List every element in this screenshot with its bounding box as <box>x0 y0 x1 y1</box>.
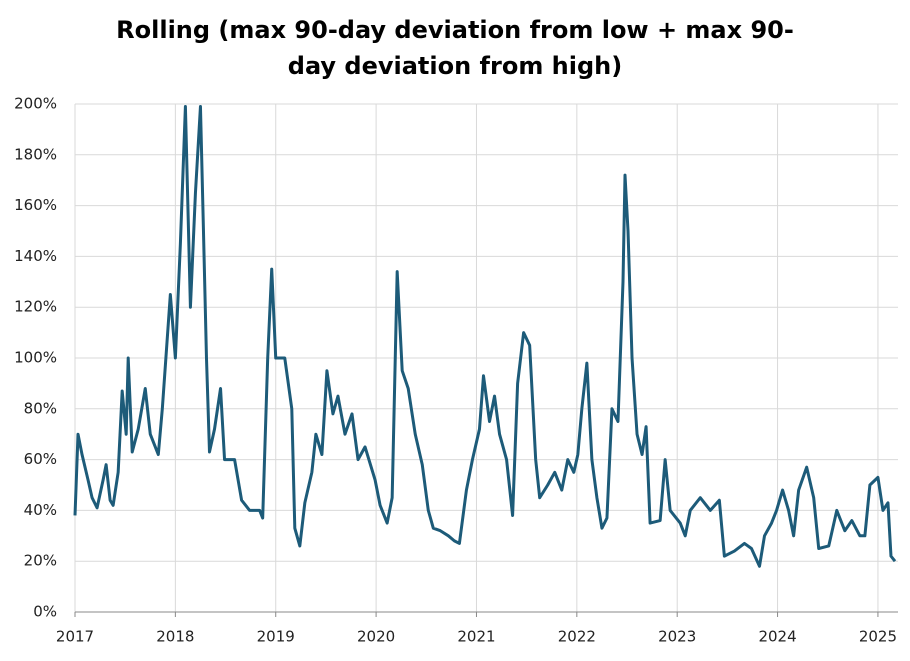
y-tick-label: 140% <box>14 247 57 265</box>
y-tick-label: 60% <box>24 450 57 468</box>
data-line <box>73 105 897 568</box>
x-tick-label: 2021 <box>457 628 495 646</box>
y-tick-label: 20% <box>24 552 57 570</box>
x-tick-label: 2025 <box>859 628 897 646</box>
y-tick-label: 80% <box>24 399 57 417</box>
y-tick-label: 200% <box>14 95 57 113</box>
y-tick-label: 120% <box>14 298 57 316</box>
y-tick-label: 160% <box>14 196 57 214</box>
y-tick-label: 40% <box>24 501 57 519</box>
x-tick-label: 2024 <box>758 628 796 646</box>
y-tick-label: 0% <box>33 603 57 621</box>
x-tick-label: 2018 <box>156 628 194 646</box>
x-tick-label: 2023 <box>658 628 696 646</box>
x-tick-label: 2019 <box>257 628 295 646</box>
y-tick-label: 100% <box>14 349 57 367</box>
x-tick-label: 2020 <box>357 628 395 646</box>
chart-title: Rolling (max 90-day deviation from low +… <box>116 16 794 80</box>
x-tick-label: 2022 <box>558 628 596 646</box>
y-tick-label: 180% <box>14 145 57 163</box>
x-tick-label: 2017 <box>56 628 94 646</box>
